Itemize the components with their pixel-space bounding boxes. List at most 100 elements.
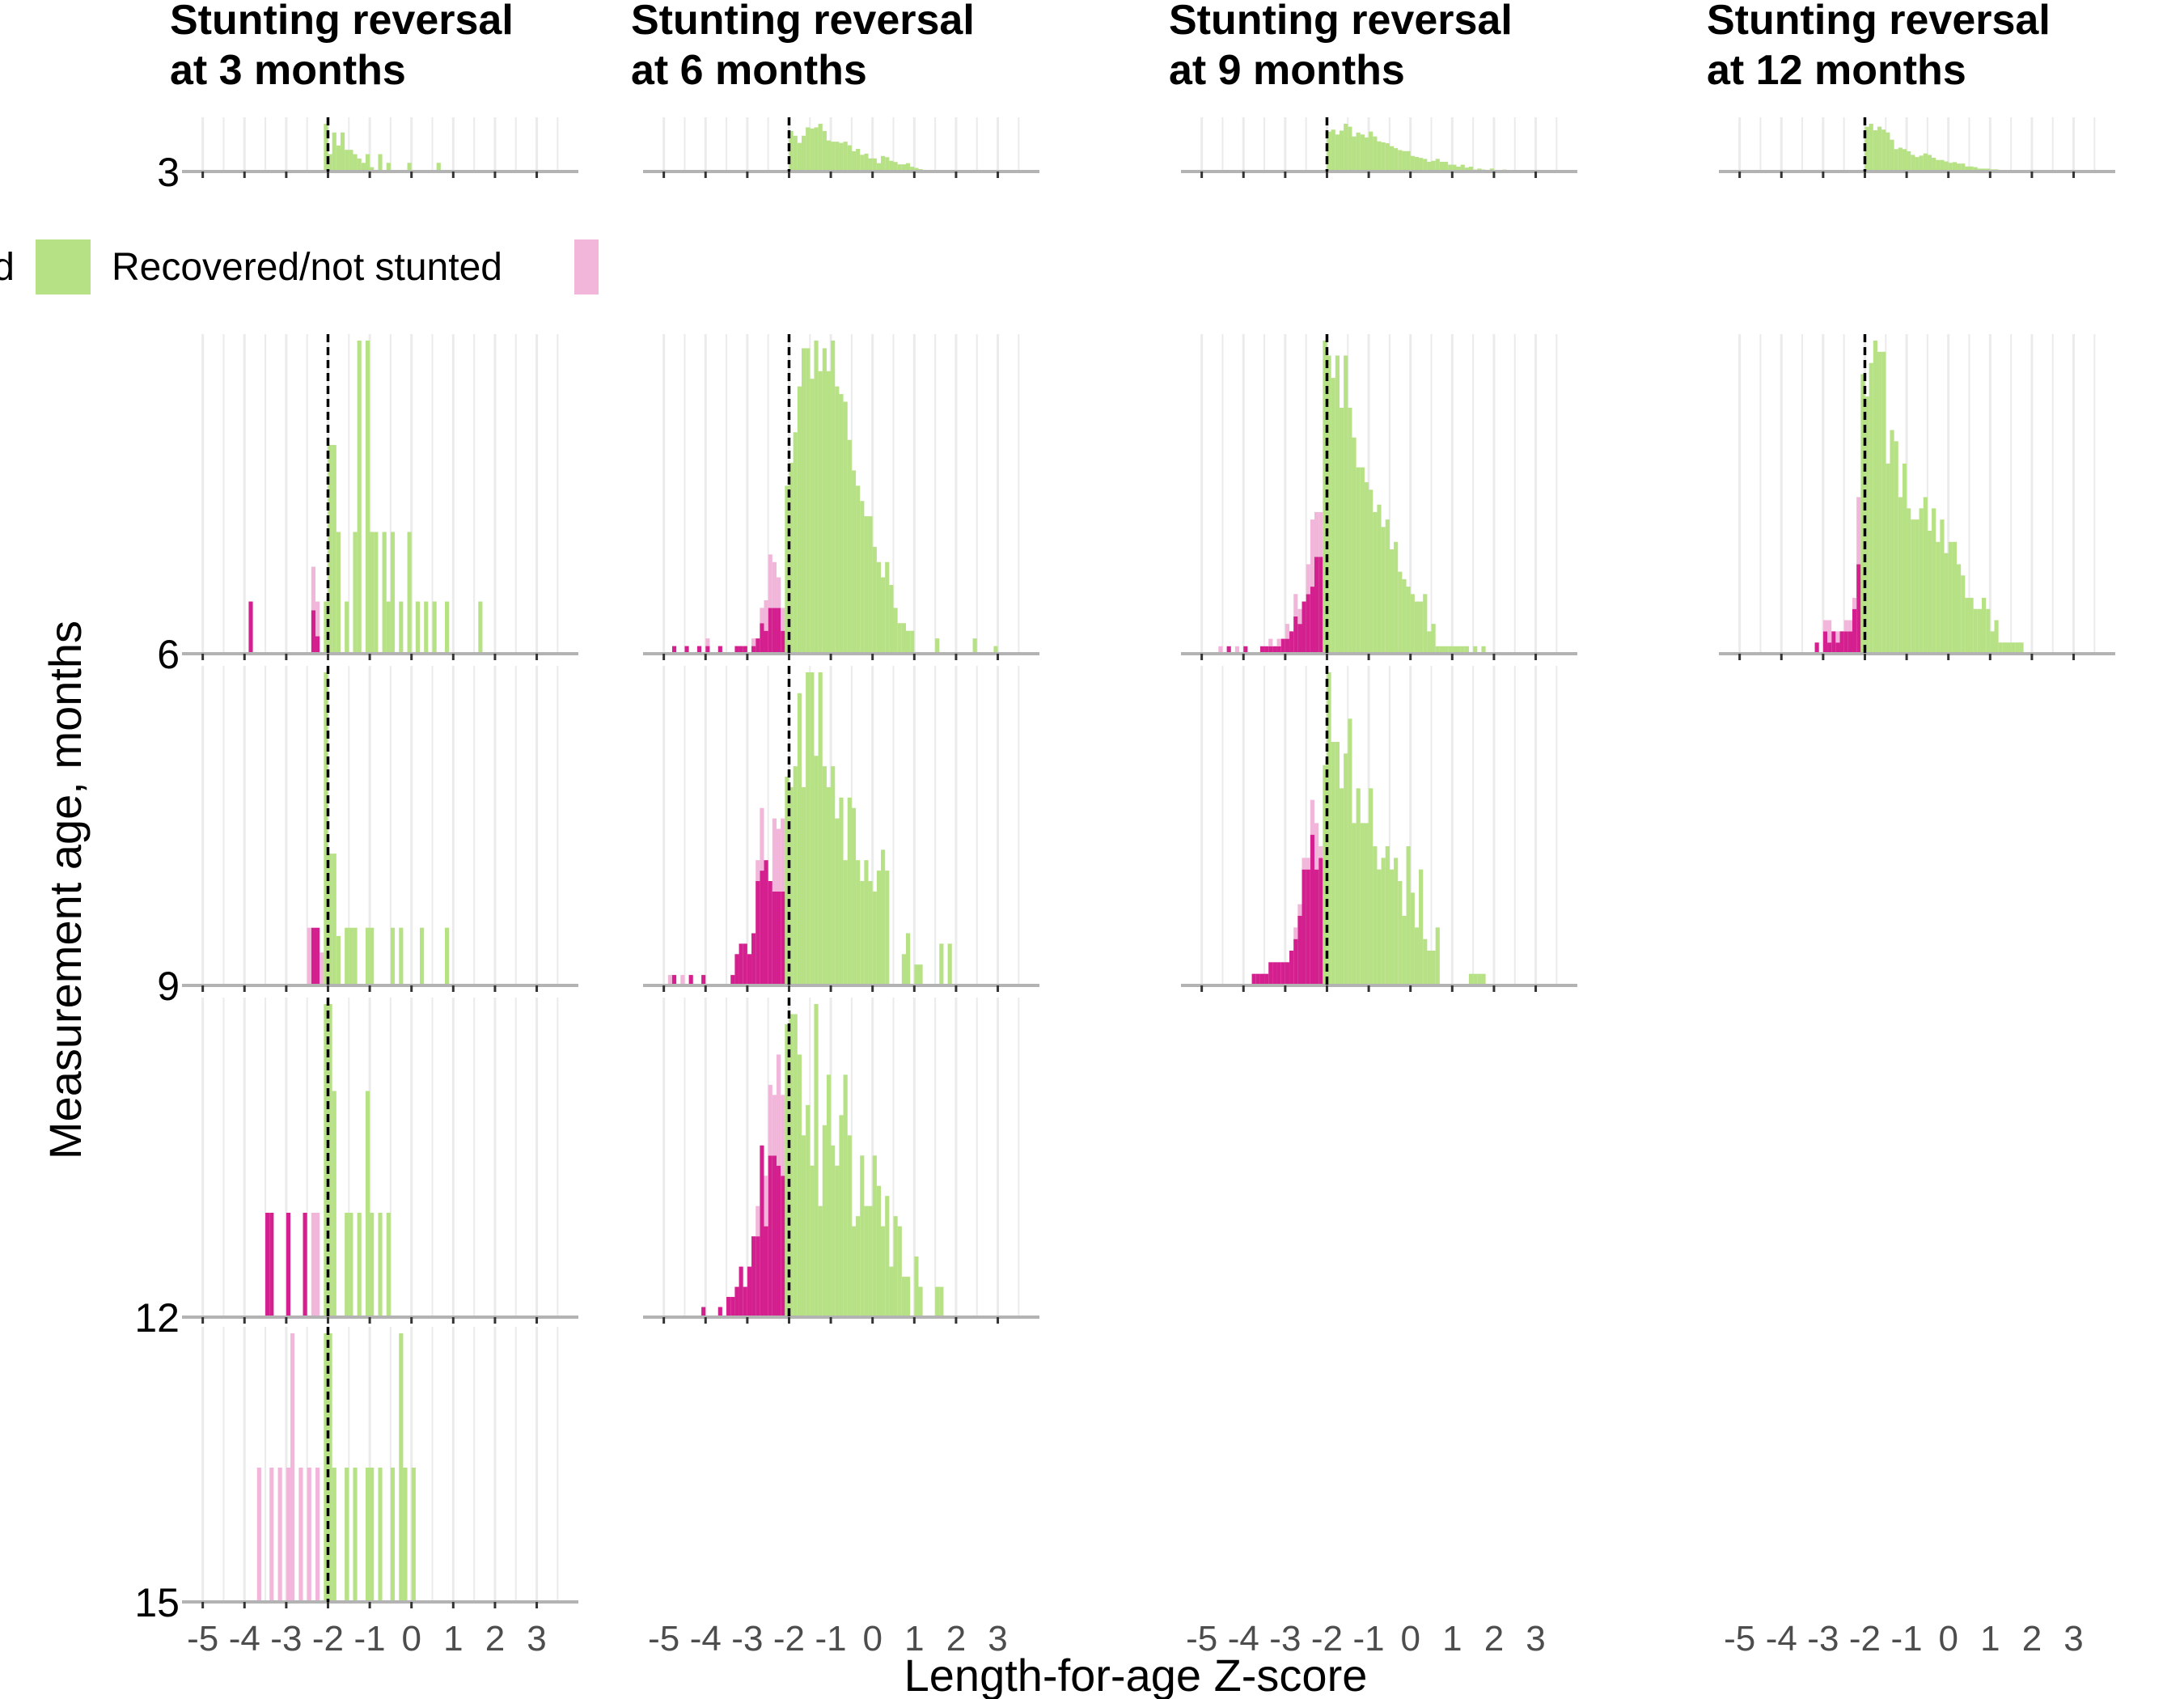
histogram-bar <box>1373 846 1378 985</box>
histogram-bar <box>315 1468 320 1602</box>
histogram-bar <box>415 601 421 654</box>
histogram-bar <box>876 1185 882 1317</box>
histogram-bar <box>814 756 819 985</box>
histogram-bar <box>248 601 253 654</box>
histogram-bar <box>843 860 848 985</box>
histogram-bar <box>818 371 823 654</box>
histogram-bar <box>1356 788 1361 985</box>
histogram-bar <box>1293 616 1298 654</box>
histogram-bar <box>1419 158 1424 172</box>
histogram-bar <box>781 818 785 892</box>
histogram-bar <box>328 854 332 985</box>
histogram-bar <box>1364 137 1369 172</box>
histogram-bar <box>772 1155 777 1317</box>
histogram-bar <box>311 927 315 985</box>
histogram-bar <box>1894 149 1898 172</box>
histogram-bar <box>332 1468 336 1602</box>
histogram-bar <box>277 1468 282 1602</box>
histogram-bar <box>789 1014 794 1317</box>
histogram-bar <box>399 601 404 654</box>
histogram-bar <box>906 163 911 172</box>
histogram-bar <box>1448 646 1453 654</box>
histogram-bar <box>734 646 739 654</box>
x-tick-label: 0 <box>862 1619 882 1659</box>
column-title-line: at 3 months <box>170 47 406 94</box>
histogram-bar <box>826 1074 832 1317</box>
legend-key <box>36 239 91 294</box>
x-tick-label: 3 <box>2063 1619 2083 1659</box>
column-title-line: Stunting reversal <box>1707 0 2051 44</box>
histogram-bar <box>856 1216 861 1317</box>
histogram-bar <box>671 975 677 985</box>
histogram-bar <box>1898 147 1903 172</box>
panel <box>643 998 1039 1324</box>
histogram-bar <box>1848 631 1852 654</box>
histogram-bar <box>1873 341 1877 654</box>
histogram-bar <box>772 1095 777 1156</box>
histogram-bar <box>1852 597 1857 609</box>
histogram-bar <box>1314 511 1319 557</box>
histogram-bar <box>839 1115 844 1317</box>
histogram-bar <box>357 158 362 172</box>
histogram-bar <box>332 854 336 985</box>
histogram-bar <box>793 135 798 172</box>
histogram-bar <box>1481 973 1486 985</box>
histogram-bar <box>1297 904 1302 916</box>
x-tick-label: -5 <box>187 1619 218 1659</box>
histogram-bar <box>756 881 760 985</box>
x-tick-label: -4 <box>690 1619 722 1659</box>
histogram-bar <box>1356 467 1361 654</box>
histogram-bar <box>1310 519 1314 587</box>
histogram-bar <box>1285 624 1290 639</box>
histogram-bar <box>993 646 998 654</box>
histogram-bar <box>1911 155 1915 172</box>
histogram-bar <box>1259 646 1265 654</box>
histogram-bar <box>328 1004 332 1317</box>
histogram-bar <box>872 158 877 172</box>
histogram-bar <box>756 1236 760 1317</box>
histogram-bar <box>822 1125 827 1317</box>
histogram-bar <box>768 881 772 985</box>
histogram-bar <box>1414 601 1420 654</box>
histogram-bar <box>1965 597 1970 654</box>
histogram-bar <box>1289 951 1294 985</box>
histogram-bar <box>1869 124 1873 172</box>
histogram-bar <box>756 638 760 654</box>
histogram-bar <box>1481 646 1486 654</box>
histogram-bar <box>764 600 768 631</box>
histogram-bar <box>1402 578 1407 654</box>
histogram-bar <box>972 638 977 654</box>
histogram-bar <box>324 124 328 172</box>
histogram-bar <box>324 601 328 654</box>
histogram-bar <box>1965 166 1970 172</box>
histogram-bar <box>1369 788 1373 985</box>
x-tick-label: 1 <box>904 1619 924 1659</box>
histogram-bar <box>1352 437 1357 654</box>
histogram-bar <box>1827 620 1832 643</box>
histogram-bar <box>806 672 811 985</box>
histogram-bar <box>353 532 358 654</box>
histogram-bar <box>1318 846 1323 858</box>
histogram-bar <box>810 379 815 654</box>
histogram-bar <box>831 142 836 172</box>
histogram-bar <box>756 860 760 881</box>
histogram-bar <box>797 142 802 172</box>
histogram-bar <box>1364 823 1369 985</box>
histogram-bar <box>1881 129 1886 172</box>
histogram-bar <box>947 943 952 985</box>
histogram-bar <box>390 1468 396 1602</box>
histogram-bar <box>851 150 857 172</box>
histogram-bar <box>1394 541 1399 654</box>
histogram-bar <box>831 766 836 985</box>
histogram-bar <box>696 646 702 654</box>
histogram-bar <box>1377 504 1382 654</box>
histogram-bar <box>445 927 450 985</box>
histogram-bar <box>353 927 358 985</box>
histogram-bar <box>478 601 483 654</box>
histogram-bar <box>781 608 785 631</box>
histogram-bar <box>818 672 823 985</box>
histogram-bar <box>386 163 391 172</box>
histogram-bar <box>336 532 341 654</box>
histogram-bar <box>1352 136 1357 172</box>
histogram-bar <box>269 1213 274 1317</box>
